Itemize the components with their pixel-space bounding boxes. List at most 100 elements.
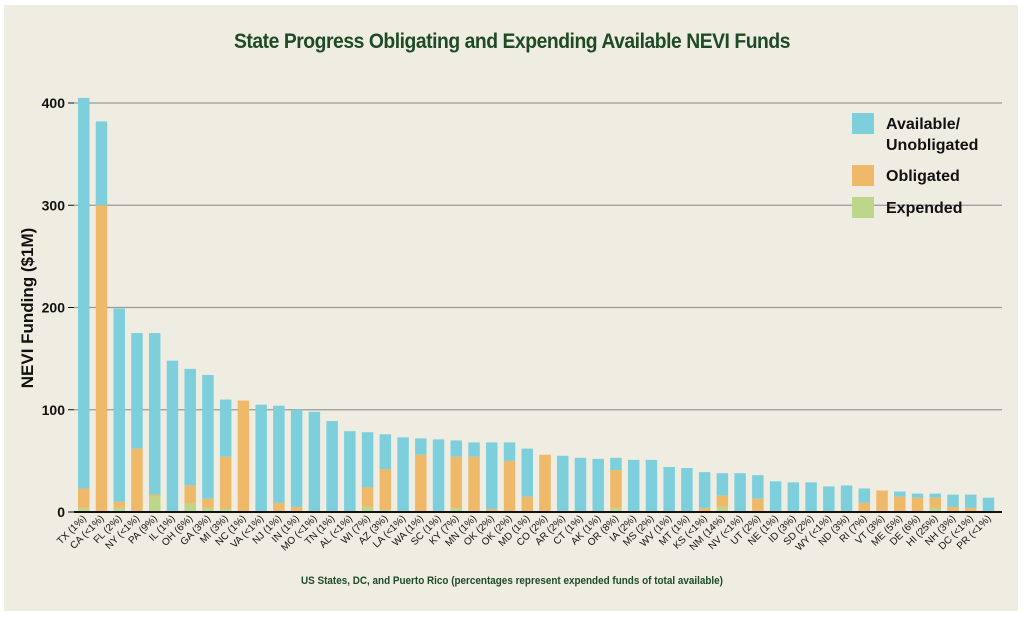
bar-segment-obligated: [131, 448, 143, 511]
bar-segment-obligated: [716, 495, 729, 507]
bar-segment-obligated: [965, 507, 977, 512]
bar-segment-available: [823, 486, 835, 512]
bar-segment-obligated: [486, 508, 498, 511]
bar-segment-available: [734, 473, 746, 512]
bar-group: [432, 439, 445, 512]
legend-item-available: Available/Unobligated: [852, 113, 978, 154]
y-tick-label: 100: [42, 402, 66, 418]
bar-segment-available: [131, 333, 143, 449]
bar-segment-available: [432, 439, 445, 511]
bar-segment-obligated: [876, 490, 888, 511]
bar-segment-available: [113, 308, 125, 502]
legend-swatch-expended: [852, 197, 874, 218]
bar-segment-expended: [219, 508, 232, 512]
bar-segment-available: [397, 437, 409, 512]
bar-group: [663, 467, 675, 512]
bar-segment-expended: [113, 507, 125, 512]
bar-group: [202, 374, 214, 512]
bar-segment-obligated: [858, 502, 871, 511]
legend-swatch-obligated: [852, 165, 874, 186]
bar-segment-obligated: [148, 494, 161, 497]
bar-segment-available: [556, 455, 569, 511]
bar-group: [894, 491, 906, 512]
bar-segment-available: [894, 491, 906, 497]
bar-segment-available: [184, 368, 196, 486]
bar-segment-available: [326, 420, 338, 511]
bar-segment-obligated: [539, 454, 551, 511]
bar-segment-obligated: [379, 469, 392, 510]
bar-group: [716, 473, 729, 512]
bar-segment-obligated: [361, 487, 374, 507]
bar-segment-obligated: [752, 498, 764, 511]
bar-segment-available: [219, 399, 232, 457]
bar-group: [769, 481, 782, 512]
bar-group: [361, 432, 374, 512]
bar-group: [184, 368, 196, 512]
bar-segment-obligated: [290, 506, 303, 511]
bar-group: [486, 442, 498, 512]
bar-segment-obligated: [237, 400, 250, 511]
bar-group: [929, 493, 942, 512]
bar-group: [876, 490, 888, 512]
legend-swatch-available: [852, 113, 874, 134]
legend-label: Obligated: [886, 168, 960, 185]
bar-group: [237, 400, 250, 512]
bar-group: [468, 442, 480, 512]
bar-segment-obligated: [184, 485, 196, 504]
legend-item-obligated: Obligated: [852, 165, 960, 186]
bar-segment-obligated: [273, 502, 285, 511]
bar-group: [681, 468, 693, 512]
bar-group: [415, 438, 427, 512]
bar-segment-available: [379, 434, 392, 470]
bar-group: [113, 308, 125, 512]
bar-segment-obligated: [911, 497, 924, 511]
bar-segment-available: [610, 457, 622, 471]
bar-segment-expended: [716, 506, 729, 512]
bar-segment-expended: [450, 507, 463, 512]
bar-segment-available: [716, 473, 729, 496]
bar-segment-obligated: [95, 205, 108, 511]
bar-segment-obligated: [503, 460, 516, 511]
bar-segment-obligated: [894, 496, 906, 511]
bar-segment-available: [645, 459, 658, 511]
bar-segment-available: [344, 431, 356, 512]
bar-group: [787, 482, 800, 512]
bar-segment-available: [450, 440, 463, 457]
bar-segment-available: [202, 374, 214, 499]
legend-label: Available/: [886, 116, 961, 133]
bar-segment-available: [858, 488, 871, 503]
bar-group: [645, 459, 658, 512]
bar-segment-expended: [78, 507, 90, 512]
bar-segment-available: [663, 467, 675, 512]
bar-segment-available: [78, 97, 90, 489]
bar-group: [219, 399, 232, 512]
legend-item-expended: Expended: [852, 197, 962, 218]
bar-group: [166, 360, 179, 512]
bar-group: [840, 485, 853, 512]
bar-segment-available: [361, 432, 374, 488]
bar-group: [965, 494, 977, 512]
bar-segment-available: [769, 481, 782, 512]
chart-title: State Progress Obligating and Expending …: [233, 30, 791, 53]
legend-label: Unobligated: [886, 137, 978, 154]
bar-segment-expended: [361, 506, 374, 512]
bar-group: [627, 459, 640, 512]
bar-group: [610, 457, 622, 512]
bar-segment-available: [521, 448, 533, 497]
bar-segment-available: [911, 493, 924, 498]
bar-group: [326, 420, 338, 512]
bar-group: [290, 409, 303, 512]
bar-group: [592, 458, 604, 512]
bar-group: [752, 475, 764, 512]
bar-group: [539, 454, 551, 512]
bar-segment-available: [574, 457, 587, 512]
bar-group: [982, 497, 995, 512]
bar-segment-obligated: [698, 507, 711, 512]
bar-group: [556, 455, 569, 512]
bar-group: [823, 486, 835, 512]
bar-segment-available: [698, 472, 711, 508]
bar-segment-available: [929, 493, 942, 498]
bar-segment-expended: [610, 507, 622, 512]
legend: Available/Unobligated Obligated Expended: [852, 113, 978, 218]
x-axis-label: US States, DC, and Puerto Rico (percenta…: [301, 575, 723, 587]
